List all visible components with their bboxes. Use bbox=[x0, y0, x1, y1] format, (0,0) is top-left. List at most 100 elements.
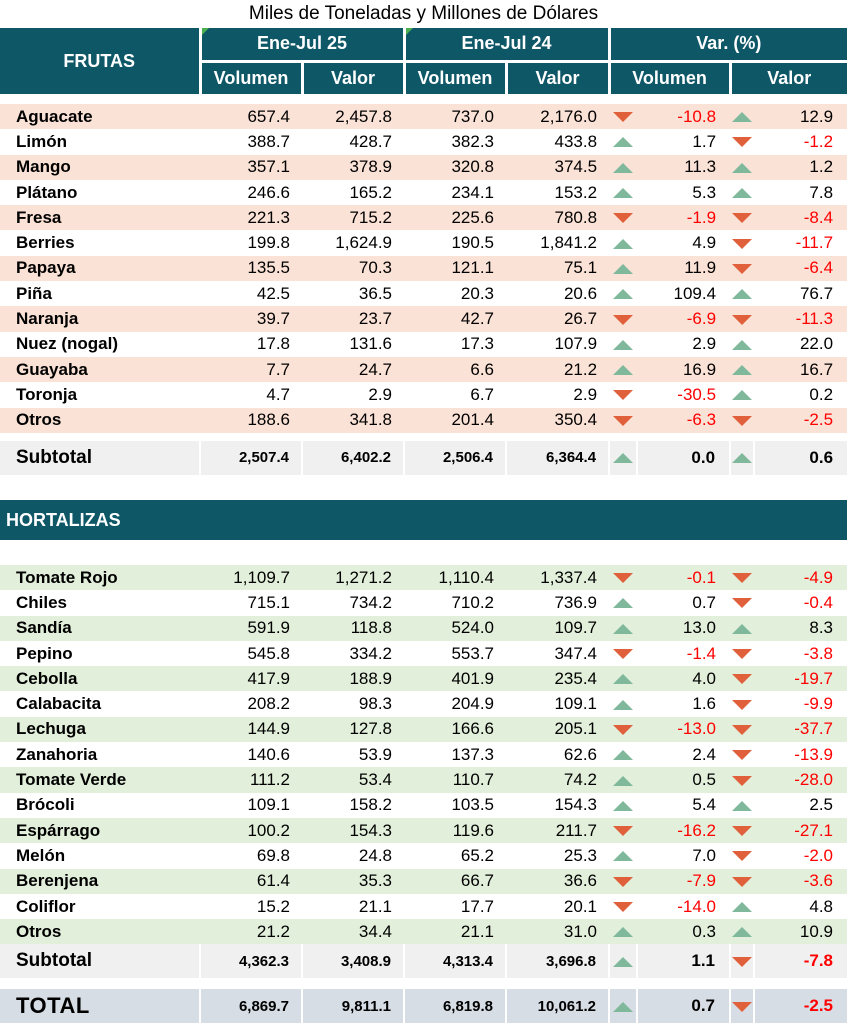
var-volumen-indicator bbox=[609, 615, 637, 641]
row-label: Cebolla bbox=[0, 666, 200, 692]
volumen-2024: 6.7 bbox=[470, 384, 495, 404]
volumen-2024: 65.2 bbox=[460, 845, 494, 865]
volumen-2025: 140.6 bbox=[247, 744, 290, 764]
volumen-2024: 166.6 bbox=[404, 716, 506, 743]
var-valor-pct: -4.9 bbox=[754, 565, 847, 591]
volumen-2024: 137.3 bbox=[451, 744, 494, 764]
table-row: Cebolla 417.9 188.9 401.9 235.4 4.0 -19.7 bbox=[0, 666, 847, 692]
var-valor-pct: -3.6 bbox=[754, 868, 847, 894]
var-volumen-indicator bbox=[609, 793, 637, 818]
arrow-down-icon bbox=[613, 573, 633, 584]
volumen-2024: 42.7 bbox=[404, 306, 507, 332]
arrow-down-icon bbox=[613, 213, 634, 224]
var-valor-pct: 7.8 bbox=[809, 182, 834, 202]
var-valor-pct: -37.7 bbox=[754, 716, 847, 743]
var-volumen-pct: -0.1 bbox=[637, 565, 730, 591]
var-valor-pct: -2.0 bbox=[803, 845, 833, 865]
table-row: Toronja 4.7 2.9 6.7 2.9 -30.5 0.2 bbox=[0, 382, 847, 407]
row-label: Zanahoria bbox=[16, 744, 98, 764]
period-header-2024: Ene-Jul 24 bbox=[402, 28, 610, 61]
arrow-up-icon bbox=[613, 365, 634, 376]
var-valor-pct: -7.8 bbox=[753, 944, 847, 979]
arrow-down-icon bbox=[613, 724, 633, 735]
arrow-up-icon bbox=[613, 1001, 633, 1012]
table-row: Fresa 221.3 715.2 225.6 780.8 -1.9 -8.4 bbox=[0, 205, 847, 231]
var-valor-pct: -9.9 bbox=[803, 694, 833, 714]
volumen-2025: 15.2 bbox=[256, 896, 290, 916]
table-row: Nuez (nogal) 17.8 131.6 17.3 107.9 2.9 22.0 bbox=[0, 332, 847, 357]
var-volumen-indicator bbox=[609, 894, 637, 919]
row-label: Otros bbox=[0, 919, 200, 945]
var-valor-indicator bbox=[730, 104, 755, 130]
section-header-hortalizas: HORTALIZAS bbox=[0, 500, 847, 540]
volumen-2024: 6,819.8 bbox=[403, 986, 506, 1024]
row-label: Chiles bbox=[16, 592, 68, 612]
var-valor-indicator bbox=[730, 407, 755, 433]
volumen-2025: 39.7 bbox=[200, 306, 302, 332]
valor-2025: 2,457.8 bbox=[302, 104, 405, 130]
volumen-2025: 208.2 bbox=[247, 694, 290, 714]
arrow-down-icon bbox=[732, 775, 752, 786]
arrow-up-icon bbox=[613, 750, 633, 761]
valor-2025: 127.8 bbox=[302, 716, 404, 743]
var-volumen-pct: -13.0 bbox=[637, 716, 730, 743]
var-valor-pct: -2.5 bbox=[753, 986, 847, 1024]
var-volumen-pct: 109.4 bbox=[673, 283, 717, 303]
valor-2024: 347.4 bbox=[554, 643, 597, 663]
table-row: Mango 357.1 378.9 320.8 374.5 11.3 1.2 bbox=[0, 154, 847, 180]
row-label: Papaya bbox=[0, 255, 200, 282]
table-caption: Miles de Toneladas y Millones de Dólares bbox=[248, 3, 599, 24]
row-label: Melón bbox=[16, 845, 66, 865]
var-volumen-pct: 4.9 bbox=[692, 233, 717, 253]
var-valor-pct: -13.9 bbox=[794, 744, 833, 764]
volumen-2025: 4.7 bbox=[266, 384, 290, 404]
arrow-down-icon bbox=[732, 314, 753, 325]
arrow-down-icon bbox=[732, 573, 752, 584]
var-volumen-indicator bbox=[609, 716, 637, 743]
volumen-2024: 17.7 bbox=[460, 896, 494, 916]
var-volumen-pct: 5.4 bbox=[692, 795, 716, 815]
var-valor-pct: -19.7 bbox=[754, 666, 847, 692]
valor-2025: 98.3 bbox=[358, 694, 392, 714]
valor-2024: 6,364.4 bbox=[505, 440, 610, 475]
var-valor-pct: 16.7 bbox=[754, 356, 847, 383]
row-label: Coliflor bbox=[16, 896, 76, 916]
var-volumen-indicator bbox=[609, 666, 637, 692]
table-row: Berries 199.8 1,624.9 190.5 1,841.2 4.9 -11.7 bbox=[0, 230, 847, 255]
volumen-2025: 135.5 bbox=[200, 255, 302, 282]
volumen-2024: 710.2 bbox=[451, 592, 494, 612]
valor-2025: 24.8 bbox=[358, 845, 392, 865]
arrow-up-icon bbox=[732, 339, 753, 350]
valor-2025: 158.2 bbox=[349, 795, 392, 815]
volumen-2025: 7.7 bbox=[200, 356, 302, 383]
volumen-2024: 382.3 bbox=[451, 131, 495, 151]
var-volumen-indicator bbox=[609, 742, 637, 767]
row-label: Fresa bbox=[0, 205, 200, 231]
var-valor-pct: -0.4 bbox=[803, 592, 833, 612]
var-valor-pct: -11.3 bbox=[754, 306, 847, 332]
var-valor-indicator bbox=[730, 565, 754, 591]
col-valor-25: Valor bbox=[300, 59, 405, 94]
valor-2025: 6,402.2 bbox=[300, 440, 405, 475]
var-volumen-pct: -16.2 bbox=[637, 817, 730, 844]
row-label: Berenjena bbox=[0, 868, 200, 894]
valor-2025: 734.2 bbox=[349, 592, 392, 612]
volumen-2025: 657.4 bbox=[200, 104, 302, 130]
var-volumen-pct: -1.4 bbox=[686, 643, 716, 663]
arrow-down-icon bbox=[732, 724, 752, 735]
var-volumen-indicator bbox=[609, 843, 637, 868]
valor-2025: 21.1 bbox=[358, 896, 392, 916]
arrow-up-icon bbox=[732, 188, 753, 199]
col-volumen-24: Volumen bbox=[402, 59, 507, 94]
arrow-up-icon bbox=[613, 598, 633, 609]
row-label: Piña bbox=[16, 283, 52, 303]
arrow-down-icon bbox=[732, 649, 752, 660]
var-volumen-pct: 11.3 bbox=[637, 154, 731, 180]
arrow-up-icon bbox=[732, 162, 753, 173]
valor-2024: 2.9 bbox=[573, 384, 598, 404]
volumen-2024: 110.7 bbox=[404, 767, 506, 793]
var-valor-indicator bbox=[730, 817, 754, 844]
var-volumen-pct: 16.9 bbox=[637, 356, 731, 383]
section-header-frutas: FRUTAS bbox=[0, 28, 200, 94]
valor-2024: 74.2 bbox=[506, 767, 609, 793]
